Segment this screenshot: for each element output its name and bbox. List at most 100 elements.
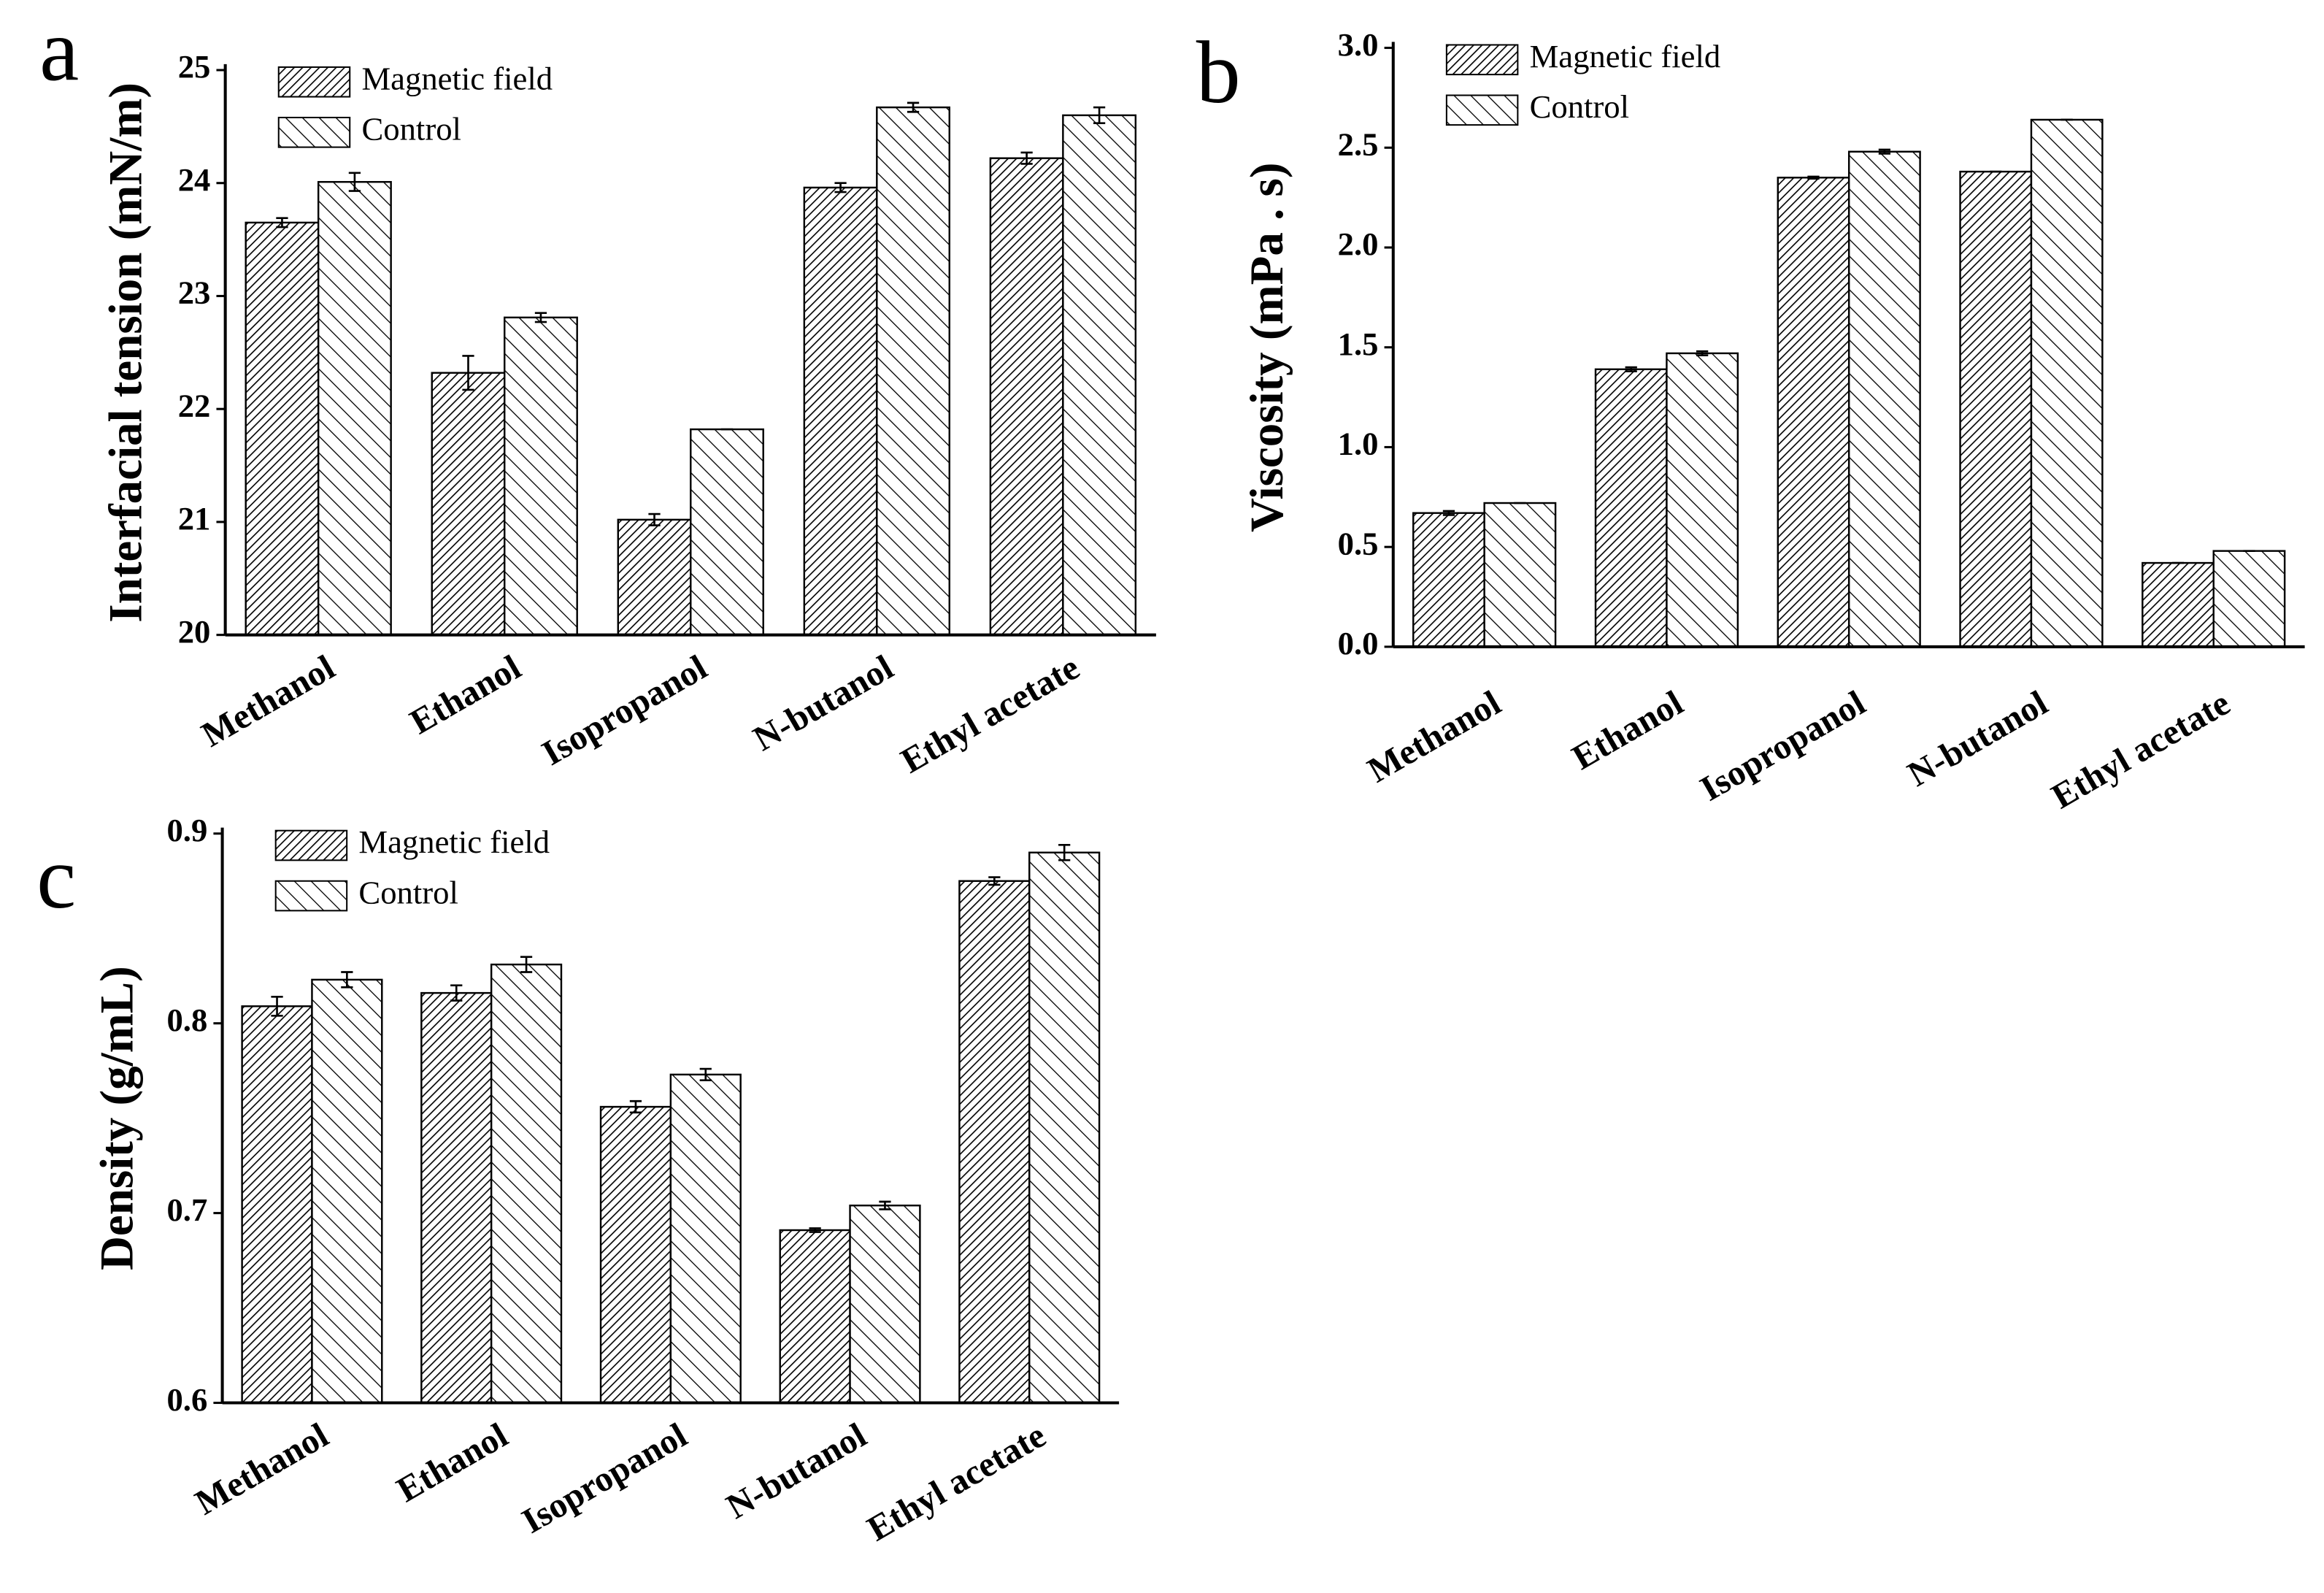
x-tick-label: N-butanol bbox=[720, 1416, 873, 1527]
x-tick-label: Isopropanol bbox=[515, 1416, 693, 1541]
x-tick-label: N-butanol bbox=[747, 648, 900, 759]
y-tick-label: 1.0 bbox=[1338, 426, 1379, 462]
legend-swatch bbox=[274, 829, 348, 861]
bar bbox=[779, 1229, 851, 1404]
legend-label: Control bbox=[361, 111, 461, 147]
error-bar bbox=[450, 984, 463, 1002]
y-tick-label: 3.0 bbox=[1338, 26, 1379, 63]
x-tick-label: Ethanol bbox=[390, 1416, 515, 1510]
bar bbox=[431, 372, 506, 636]
error-bar bbox=[907, 101, 920, 113]
legend-swatch bbox=[1445, 94, 1519, 126]
legend-label: Magnetic field bbox=[1530, 38, 1721, 74]
legend-swatch bbox=[277, 116, 351, 148]
bar bbox=[669, 1073, 742, 1404]
legend-label: Magnetic field bbox=[358, 824, 550, 860]
y-tick-label: 0.0 bbox=[1338, 625, 1379, 661]
x-tick-label: Isopropanol bbox=[1693, 683, 1871, 809]
error-bar bbox=[1625, 366, 1637, 372]
error-bar bbox=[834, 182, 847, 193]
bar bbox=[958, 880, 1031, 1404]
x-tick-label: Ethyl acetate bbox=[861, 1416, 1053, 1549]
error-bar bbox=[699, 1067, 712, 1081]
y-tick-label: 1.5 bbox=[1338, 326, 1379, 362]
x-tick-label: N-butanol bbox=[1901, 683, 2054, 794]
bar bbox=[1412, 512, 1485, 648]
x-tick-label: Isopropanol bbox=[535, 648, 713, 773]
y-axis-title: Density (g/mL) bbox=[91, 966, 143, 1270]
legend-label: Control bbox=[358, 874, 458, 910]
y-tick-label: 22 bbox=[178, 387, 211, 423]
y-tick-label: 24 bbox=[178, 161, 211, 198]
x-tick-label: Ethanol bbox=[1566, 683, 1690, 778]
error-bar bbox=[534, 312, 547, 323]
error-bar bbox=[1058, 844, 1071, 861]
error-bar bbox=[1878, 148, 1891, 155]
y-tick-label: 2.5 bbox=[1338, 126, 1379, 163]
bar bbox=[617, 518, 692, 636]
x-tick-label: Ethyl acetate bbox=[2045, 683, 2237, 817]
error-bar bbox=[1442, 510, 1455, 516]
bar bbox=[849, 1204, 921, 1404]
bar bbox=[241, 1005, 313, 1404]
error-bar bbox=[1020, 151, 1033, 165]
bar bbox=[245, 221, 320, 636]
panel-label: b bbox=[1196, 23, 1241, 122]
y-tick-label: 21 bbox=[178, 500, 211, 537]
y-tick-label: 0.8 bbox=[166, 1002, 207, 1038]
y-tick-label: 2.0 bbox=[1338, 226, 1379, 262]
bar bbox=[1594, 368, 1668, 648]
error-bar bbox=[648, 513, 661, 526]
error-bar bbox=[1696, 350, 1709, 356]
error-bar bbox=[520, 956, 533, 973]
legend-label: Magnetic field bbox=[361, 60, 553, 96]
bar bbox=[876, 106, 950, 636]
legend-swatch bbox=[274, 880, 348, 912]
x-tick-label: Methanol bbox=[188, 1416, 334, 1523]
panel-label: a bbox=[39, 1, 79, 100]
panel-label: c bbox=[36, 829, 76, 927]
y-tick-label: 0.6 bbox=[166, 1381, 207, 1418]
bar bbox=[1062, 114, 1137, 636]
bar bbox=[1483, 502, 1557, 648]
bar bbox=[1028, 851, 1101, 1404]
y-axis-title: Viscosity (mPa . s) bbox=[1241, 163, 1293, 532]
bar bbox=[420, 991, 493, 1404]
error-bar bbox=[629, 1099, 642, 1114]
legend-swatch bbox=[277, 66, 351, 98]
error-bar bbox=[348, 172, 361, 192]
error-bar bbox=[879, 1200, 891, 1210]
bar bbox=[1847, 150, 1921, 648]
bar bbox=[2030, 118, 2104, 648]
x-tick-label: Ethanol bbox=[404, 648, 528, 742]
error-bar bbox=[271, 995, 283, 1017]
bar bbox=[1959, 170, 2033, 648]
bar bbox=[690, 428, 764, 636]
error-bar bbox=[341, 971, 353, 989]
y-axis-title: Interfacial tension (mN/m) bbox=[100, 82, 153, 623]
y-tick-label: 20 bbox=[178, 613, 211, 650]
bar bbox=[803, 186, 878, 636]
bar bbox=[490, 963, 563, 1404]
x-tick-label: Methanol bbox=[1361, 683, 1507, 791]
bar bbox=[989, 157, 1064, 636]
error-bar bbox=[1807, 175, 1820, 180]
error-bar bbox=[276, 217, 288, 229]
bar bbox=[311, 978, 383, 1404]
bar bbox=[504, 316, 578, 636]
error-bar bbox=[988, 876, 1001, 886]
legend-label: Control bbox=[1530, 88, 1629, 125]
bar bbox=[2142, 561, 2215, 648]
error-bar bbox=[462, 355, 474, 391]
y-tick-label: 0.7 bbox=[166, 1191, 207, 1228]
legend-swatch bbox=[1445, 44, 1519, 76]
x-tick-label: Methanol bbox=[195, 648, 341, 755]
bar bbox=[1777, 177, 1850, 648]
y-tick-label: 23 bbox=[178, 275, 211, 311]
y-tick-label: 0.5 bbox=[1338, 525, 1379, 561]
x-tick-label: Ethyl acetate bbox=[894, 648, 1086, 781]
error-bar bbox=[1093, 106, 1106, 125]
bar bbox=[317, 180, 392, 636]
